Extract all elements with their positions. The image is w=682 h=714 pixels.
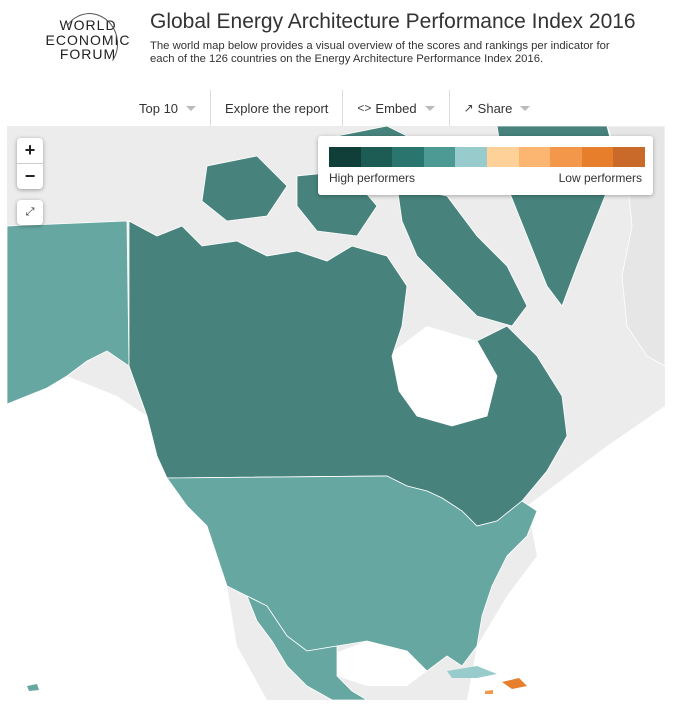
map-legend: High performers Low performers (318, 136, 653, 195)
pacific-ocean (7, 366, 267, 700)
zoom-in-button[interactable]: + (17, 138, 43, 164)
logo-line-2: ECONOMIC (45, 31, 131, 48)
region-hawaii[interactable] (27, 684, 39, 691)
region-usa[interactable] (166, 475, 538, 672)
nav-share[interactable]: ↗ Share (450, 90, 545, 126)
fullscreen-icon: ⤢ (25, 206, 35, 218)
map-canvas[interactable] (7, 126, 665, 700)
page-title: Global Energy Architecture Performance I… (150, 10, 636, 33)
logo-line-3: FORUM (59, 46, 117, 62)
header: WORLD ECONOMIC FORUM Global Energy Archi… (0, 0, 682, 90)
legend-swatches (329, 147, 645, 167)
world-map[interactable] (7, 126, 665, 700)
logo-line-1: WORLD (59, 17, 117, 33)
fullscreen-button[interactable]: ⤢ (17, 200, 43, 225)
nav-share-label: Share (477, 100, 513, 116)
region-cuba[interactable] (447, 666, 497, 678)
legend-swatch-3 (392, 147, 424, 167)
nav-explore-report[interactable]: Explore the report (211, 90, 344, 126)
legend-swatch-4 (423, 147, 456, 167)
legend-swatch-6 (486, 147, 519, 167)
zoom-out-button[interactable]: − (24, 166, 36, 186)
zoom-control: + − (17, 138, 43, 189)
page-subtitle: The world map below provides a visual ov… (150, 40, 610, 65)
legend-swatch-9 (581, 147, 614, 167)
region-jamaica[interactable] (485, 690, 493, 694)
wef-logo: WORLD ECONOMIC FORUM (40, 8, 136, 78)
region-mexico[interactable] (246, 595, 368, 700)
chevron-down-icon (424, 105, 435, 111)
legend-swatch-10 (613, 147, 645, 167)
share-icon: ↗ (463, 101, 474, 115)
region-hispaniola[interactable] (502, 678, 527, 689)
legend-swatch-1 (329, 147, 361, 167)
region-alaska[interactable] (7, 220, 130, 405)
gulf-of-mexico (327, 641, 427, 686)
legend-low-label: Low performers (558, 171, 642, 185)
chevron-down-icon (520, 105, 531, 111)
nav-embed[interactable]: <> Embed (343, 90, 450, 126)
region-canada-island-1[interactable] (201, 155, 288, 222)
chevron-down-icon (186, 105, 197, 111)
code-icon: <> (357, 101, 372, 115)
legend-swatch-5 (455, 147, 487, 167)
legend-swatch-2 (360, 147, 393, 167)
hudson-bay (387, 326, 497, 426)
region-baffin-island[interactable] (396, 185, 528, 327)
legend-swatch-8 (550, 147, 582, 167)
legend-high-label: High performers (329, 171, 416, 185)
nav-bar: Top 10 Explore the report <> Embed ↗ Sha… (125, 90, 544, 126)
nav-top10[interactable]: Top 10 (125, 90, 212, 126)
atlantic-ocean (467, 406, 665, 700)
nav-embed-label: Embed (375, 100, 417, 116)
legend-swatch-7 (518, 147, 551, 167)
nav-explore-label: Explore the report (225, 100, 329, 116)
nav-top10-label: Top 10 (139, 100, 179, 116)
